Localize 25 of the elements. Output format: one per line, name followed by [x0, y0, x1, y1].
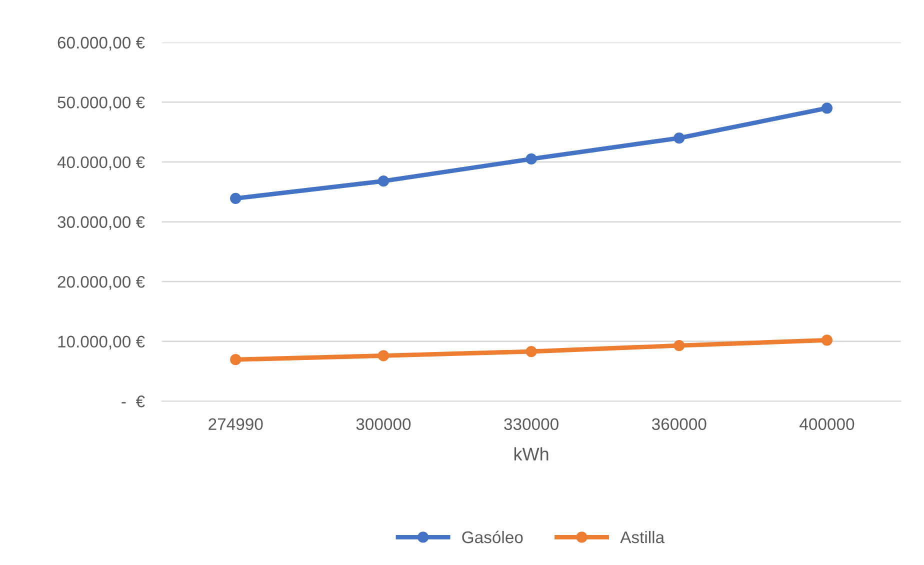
point [230, 354, 242, 366]
point [378, 350, 390, 362]
y-tick-label: 40.000,00 € [57, 156, 145, 170]
y-tick-label: 30.000,00 € [58, 216, 145, 230]
x-axis-title: kWh [514, 447, 548, 460]
y-tick-label: 60.000,00 € [58, 36, 145, 51]
point [526, 346, 537, 358]
y-tick-label: - € [122, 396, 145, 408]
legend-label: Gasóleo [462, 530, 523, 544]
y-tick-label: 20.000,00 € [58, 276, 145, 290]
x-tick-label: 274990 [208, 418, 263, 430]
point [821, 102, 833, 114]
point [378, 176, 390, 187]
legend-label: Astilla [620, 530, 665, 544]
x-tick-label: 330000 [504, 418, 558, 430]
point [674, 340, 685, 352]
point [674, 132, 685, 144]
x-tick-label: 400000 [800, 418, 854, 430]
x-tick-label: 360000 [652, 418, 706, 430]
point [821, 334, 833, 346]
point [526, 153, 537, 165]
y-tick-label: 10.000,00 € [58, 336, 145, 350]
y-tick-label: 50.000,00 € [58, 96, 145, 110]
point [230, 192, 242, 204]
x-tick-label: 300000 [356, 418, 411, 430]
